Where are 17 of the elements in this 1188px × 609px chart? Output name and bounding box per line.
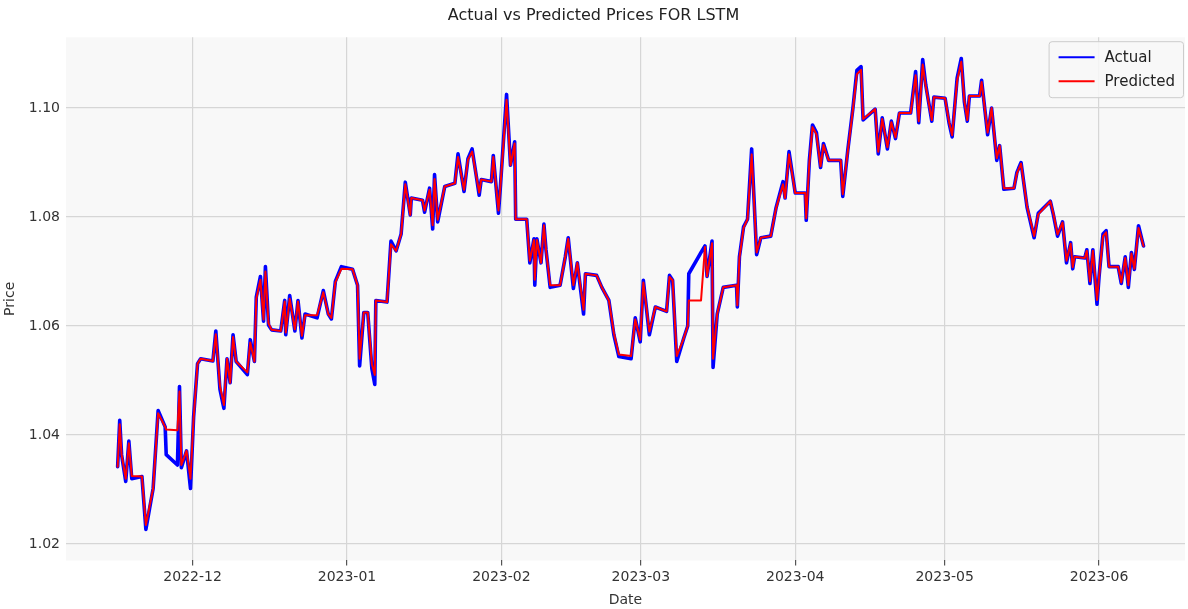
x-tick-label: 2022-12 (163, 568, 222, 585)
y-tick-label: 1.04 (28, 425, 61, 442)
y-axis-title: Price (1, 281, 18, 316)
x-tick-label: 2023-02 (472, 568, 531, 585)
legend-label: Actual (1104, 48, 1152, 67)
y-tick-label: 1.06 (28, 316, 61, 333)
x-tick-label: 2023-05 (915, 568, 974, 585)
y-tick-label: 1.02 (28, 534, 60, 551)
legend-label: Predicted (1104, 72, 1176, 91)
x-tick-label: 2023-01 (317, 568, 377, 585)
y-tick-label: 1.08 (28, 207, 60, 224)
x-tick-label: 2023-04 (766, 568, 825, 585)
chart-title: Actual vs Predicted Prices FOR LSTM (447, 4, 740, 24)
x-tick-label: 2023-03 (611, 568, 671, 585)
x-axis-title: Date (608, 591, 643, 608)
x-tick-label: 2023-06 (1069, 568, 1129, 585)
y-tick-label: 1.10 (28, 98, 60, 115)
